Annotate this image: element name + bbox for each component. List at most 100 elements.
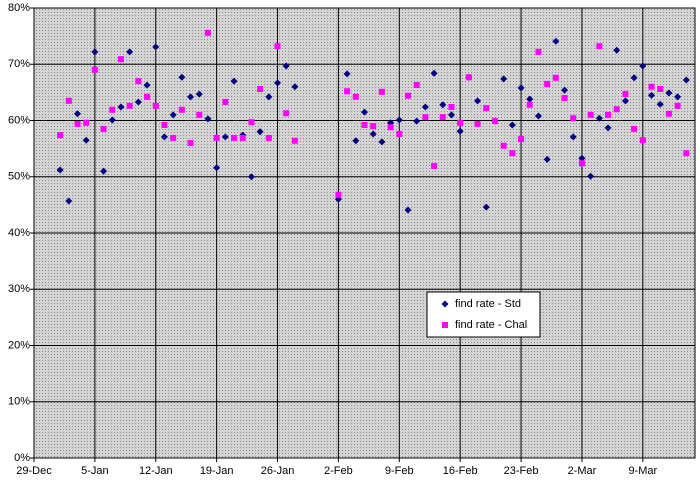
point [247,173,255,181]
point [274,79,282,87]
point [109,106,116,113]
point [291,137,298,144]
point [283,110,290,117]
point [439,114,446,121]
y-tick-label: 80% [8,2,30,14]
point [239,134,246,141]
point [639,137,646,144]
point [413,117,421,125]
point [178,106,185,113]
point [430,69,438,77]
point [561,86,569,94]
point [587,111,594,118]
point [439,101,447,109]
point [344,88,351,95]
point [396,131,403,137]
point [561,95,568,101]
point [73,110,81,118]
point [526,95,534,103]
y-tick-label: 20% [8,339,30,351]
x-tick-label: 12-Jan [139,465,173,477]
point [544,80,551,87]
point [630,74,638,82]
point [361,108,368,116]
point [282,62,290,70]
point [74,120,81,127]
point [518,136,525,143]
point [387,124,394,131]
point [482,203,490,211]
point [335,191,342,198]
point [508,121,516,129]
point [674,93,682,101]
point [404,206,412,214]
point [213,164,221,172]
point [213,134,220,141]
point [578,160,585,167]
point [57,132,64,139]
point [152,102,159,109]
point [648,91,656,99]
point [222,98,229,105]
legend-box [426,291,541,338]
y-tick-label: 0% [14,452,30,464]
y-tick-label: 60% [8,114,30,126]
point [83,119,90,126]
point [257,86,264,92]
x-tick-label: 2-Feb [324,465,353,477]
point [91,66,98,73]
point [457,119,464,126]
point [421,103,429,111]
point [369,130,377,138]
point [605,111,612,118]
point [656,100,664,108]
point [274,43,281,50]
point [82,136,90,144]
point [91,48,99,56]
point [134,98,142,106]
point [483,105,490,112]
point [570,115,577,122]
point [491,118,498,125]
point [100,125,107,132]
point [187,140,194,146]
point [291,83,299,91]
point [135,78,142,85]
point [108,116,116,124]
point [413,82,420,89]
point [126,48,134,56]
x-tick-label: 19-Jan [200,465,234,477]
point [509,150,516,157]
point [465,74,472,81]
point [613,106,620,113]
point [230,77,238,85]
point [169,111,177,119]
point [587,172,595,180]
point [674,102,681,109]
point [535,48,542,55]
point [370,123,377,130]
point [117,103,125,111]
point [100,167,108,175]
point [639,62,647,70]
point [456,127,464,135]
point [569,133,577,141]
x-tick-label: 26-Jan [261,465,295,477]
x-tick-label: 23-Feb [504,465,539,477]
point [160,133,168,141]
point [517,84,525,92]
point [178,73,186,81]
point [595,114,603,122]
point [422,114,429,121]
point [631,125,638,132]
point [256,128,264,136]
point [657,86,664,92]
point [404,92,411,99]
y-tick-label: 10% [8,396,30,408]
point [474,120,481,127]
x-tick-label: 9-Feb [385,465,414,477]
point [352,93,359,100]
point [534,112,542,120]
point [195,90,203,98]
